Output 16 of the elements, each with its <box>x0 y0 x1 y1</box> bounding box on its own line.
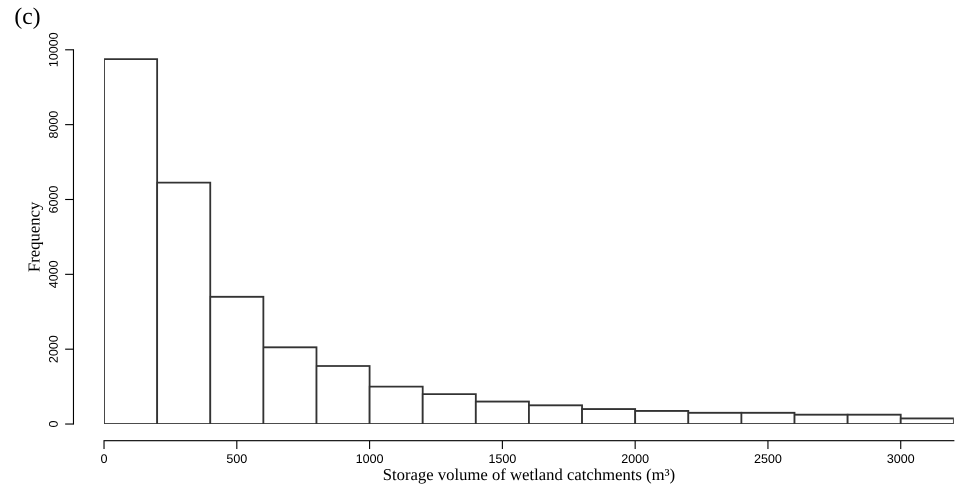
y-tick-label: 6000 <box>48 186 58 213</box>
chart-title: (c) <box>15 8 40 29</box>
y-tick-label: 8000 <box>48 111 58 138</box>
x-tick-label: 500 <box>226 454 247 464</box>
x-tick-label: 0 <box>101 454 108 464</box>
x-tick-label: 1500 <box>489 454 516 464</box>
y-axis-title: Frequency <box>28 202 44 272</box>
y-tick-label: 10000 <box>48 32 58 66</box>
y-tick-label: 2000 <box>48 336 58 362</box>
x-tick-label: 2000 <box>622 454 649 464</box>
y-tick-label: 0 <box>48 421 58 428</box>
x-tick-label: 3000 <box>887 454 914 464</box>
x-tick-label: 2500 <box>754 454 782 464</box>
y-tick-label: 4000 <box>48 260 58 288</box>
x-axis-title: Storage volume of wetland catchments (m³) <box>384 468 674 484</box>
x-tick-label: 1000 <box>356 454 384 464</box>
